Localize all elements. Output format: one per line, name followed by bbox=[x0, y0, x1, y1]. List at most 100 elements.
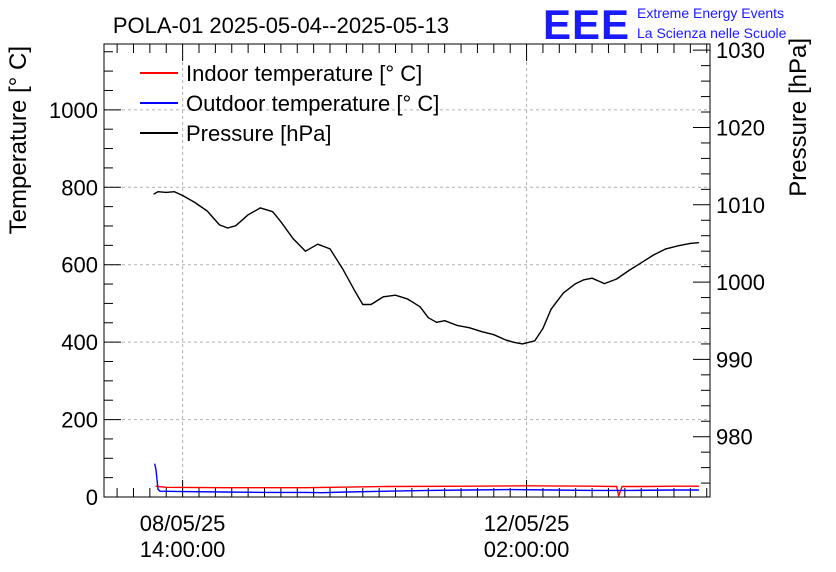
data-point-series-0 bbox=[223, 487, 225, 489]
data-point-series-2 bbox=[456, 324, 458, 326]
x-tick-label-time: 14:00:00 bbox=[140, 537, 226, 562]
tick-marks: 0 200 400 600 800 1000 980 990 1000 1010 1020 1030 0… bbox=[49, 38, 765, 562]
data-point-series-2 bbox=[382, 296, 384, 298]
x-tick-label-time: 02:00:00 bbox=[484, 537, 570, 562]
series-layer bbox=[153, 190, 700, 497]
data-point-series-2 bbox=[394, 294, 397, 296]
y-left-tick-label: 400 bbox=[61, 330, 98, 355]
data-point-series-1 bbox=[154, 463, 156, 465]
data-point-series-2 bbox=[591, 277, 593, 279]
data-point-series-2 bbox=[165, 191, 167, 193]
data-point-series-2 bbox=[550, 308, 552, 310]
y-right-tick-label: 1000 bbox=[716, 270, 765, 295]
data-point-series-2 bbox=[370, 303, 372, 306]
data-point-series-0 bbox=[697, 485, 700, 487]
y-left-tick-label: 0 bbox=[86, 485, 98, 510]
data-point-series-2 bbox=[354, 290, 356, 292]
brand-line-1: Extreme Energy Events bbox=[637, 5, 784, 21]
data-point-series-1 bbox=[632, 489, 634, 491]
data-point-series-2 bbox=[542, 327, 544, 330]
data-point-series-2 bbox=[435, 321, 438, 323]
brand-line-2: La Scienza nelle Scuole bbox=[637, 25, 787, 41]
y-right-tick-label: 1010 bbox=[716, 193, 765, 218]
data-point-series-2 bbox=[603, 283, 606, 285]
data-point-series-0 bbox=[386, 485, 388, 488]
data-point-series-2 bbox=[247, 214, 249, 216]
y-left-tick-label: 200 bbox=[61, 408, 98, 433]
y-axis-label-right: Pressure [hPa] bbox=[785, 38, 812, 197]
data-point-series-0 bbox=[616, 485, 618, 488]
data-point-series-2 bbox=[521, 343, 524, 345]
chart-title: POLA-01 2025-05-04--2025-05-13 bbox=[113, 13, 449, 38]
data-point-series-2 bbox=[575, 283, 577, 285]
data-point-series-2 bbox=[341, 267, 343, 269]
data-point-series-1 bbox=[468, 489, 470, 491]
data-point-series-0 bbox=[304, 487, 307, 489]
y-right-tick-label: 1020 bbox=[716, 115, 765, 140]
data-point-series-2 bbox=[304, 250, 307, 252]
data-point-series-2 bbox=[227, 227, 229, 229]
data-point-series-1 bbox=[321, 492, 323, 494]
data-point-series-0 bbox=[165, 486, 167, 488]
x-tick-label-date: 08/05/25 bbox=[140, 511, 226, 536]
data-point-series-2 bbox=[697, 242, 700, 244]
data-point-series-2 bbox=[583, 279, 585, 281]
data-point-series-1 bbox=[304, 491, 307, 493]
legend: Indoor temperature [° C] Outdoor temperat… bbox=[140, 61, 439, 146]
data-point-series-0 bbox=[591, 485, 593, 487]
data-point-series-0 bbox=[618, 495, 620, 497]
data-point-series-2 bbox=[362, 303, 364, 306]
data-point-series-2 bbox=[272, 211, 274, 213]
data-point-series-2 bbox=[493, 334, 495, 336]
data-point-series-2 bbox=[513, 341, 515, 343]
data-point-series-2 bbox=[157, 191, 159, 193]
data-point-series-2 bbox=[480, 331, 483, 333]
eee-logo: EEE bbox=[543, 1, 630, 48]
y-left-tick-label: 800 bbox=[61, 175, 98, 200]
data-point-series-2 bbox=[468, 327, 470, 329]
data-point-series-2 bbox=[444, 320, 446, 322]
legend-label: Pressure [hPa] bbox=[186, 121, 332, 146]
data-point-series-2 bbox=[317, 243, 319, 245]
data-point-series-2 bbox=[652, 254, 655, 256]
legend-label: Indoor temperature [° C] bbox=[186, 61, 422, 86]
grid bbox=[104, 44, 710, 497]
data-point-series-0 bbox=[468, 485, 470, 487]
data-point-series-0 bbox=[526, 485, 528, 487]
y-right-tick-label: 980 bbox=[716, 425, 753, 450]
data-point-series-2 bbox=[206, 210, 208, 212]
data-point-series-1 bbox=[263, 491, 266, 493]
data-point-series-1 bbox=[427, 489, 429, 491]
y-left-tick-label: 1000 bbox=[49, 98, 98, 123]
data-point-series-1 bbox=[223, 491, 225, 493]
data-point-series-2 bbox=[419, 306, 421, 308]
data-point-series-1 bbox=[159, 490, 161, 492]
y-left-tick-label: 600 bbox=[61, 253, 98, 278]
data-point-series-1 bbox=[550, 489, 552, 491]
data-point-series-2 bbox=[665, 248, 667, 250]
data-point-series-1 bbox=[386, 490, 388, 492]
data-point-series-2 bbox=[534, 340, 536, 342]
data-point-series-2 bbox=[427, 317, 429, 319]
legend-label: Outdoor temperature [° C] bbox=[186, 91, 439, 116]
data-point-series-1 bbox=[345, 491, 347, 493]
y-right-tick-label: 1030 bbox=[716, 38, 765, 63]
data-point-series-1 bbox=[673, 489, 675, 491]
data-point-series-2 bbox=[616, 278, 618, 280]
data-point-series-2 bbox=[677, 245, 679, 247]
series-line-0 bbox=[155, 485, 699, 497]
data-point-series-1 bbox=[509, 489, 511, 491]
data-point-series-0 bbox=[624, 485, 626, 488]
data-point-series-0 bbox=[155, 485, 157, 487]
branding: EEE Extreme Energy Events La Scienza nel… bbox=[543, 1, 787, 48]
data-point-series-1 bbox=[155, 469, 157, 471]
plot-frame bbox=[103, 43, 711, 498]
data-point-series-0 bbox=[644, 485, 646, 488]
data-point-series-1 bbox=[182, 491, 184, 493]
data-point-series-2 bbox=[640, 262, 642, 264]
data-point-series-1 bbox=[591, 489, 593, 491]
data-point-series-2 bbox=[218, 224, 221, 226]
data-point-series-0 bbox=[621, 485, 623, 488]
data-point-series-2 bbox=[562, 292, 565, 294]
